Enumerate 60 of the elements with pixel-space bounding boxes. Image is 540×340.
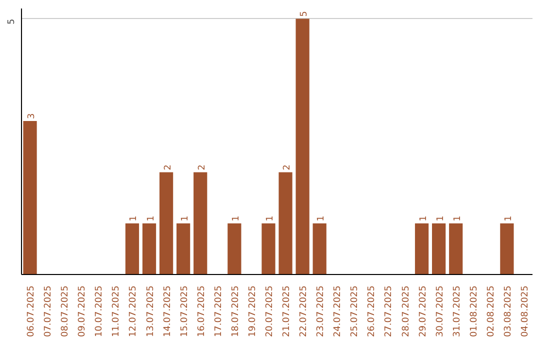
x-tick-label: 31.07.2025 bbox=[452, 286, 462, 338]
x-tick-label: 11.07.2025 bbox=[112, 286, 122, 338]
bar bbox=[500, 223, 514, 274]
x-tick-label: 27.07.2025 bbox=[384, 286, 394, 338]
x-tick-label: 25.07.2025 bbox=[350, 286, 360, 338]
bar bbox=[296, 18, 310, 274]
x-tick-label: 09.07.2025 bbox=[78, 286, 88, 338]
data-label: 2 bbox=[282, 164, 293, 170]
x-tick-label: 13.07.2025 bbox=[146, 286, 156, 338]
x-tick-label: 02.08.2025 bbox=[486, 286, 496, 338]
x-tick-label: 26.07.2025 bbox=[367, 286, 378, 338]
x-tick-label: 10.07.2025 bbox=[94, 286, 105, 338]
x-tick-label: 16.07.2025 bbox=[196, 286, 207, 338]
bar bbox=[312, 223, 326, 274]
data-label: 1 bbox=[265, 216, 276, 222]
bar bbox=[228, 223, 242, 274]
data-label: 1 bbox=[146, 216, 156, 222]
x-tick-label: 06.07.2025 bbox=[26, 286, 37, 338]
x-tick-label: 21.07.2025 bbox=[282, 286, 292, 338]
x-tick-label: 24.07.2025 bbox=[333, 286, 344, 338]
x-tick-label: 14.07.2025 bbox=[162, 286, 173, 338]
data-label: 1 bbox=[418, 216, 429, 222]
bar bbox=[194, 172, 208, 274]
bar bbox=[159, 172, 174, 274]
data-label: 1 bbox=[316, 216, 327, 222]
x-tick-label: 03.08.2025 bbox=[503, 286, 514, 338]
data-label: 3 bbox=[27, 113, 38, 120]
x-tick-label: 19.07.2025 bbox=[248, 286, 258, 338]
bar bbox=[176, 223, 190, 274]
data-label: 1 bbox=[129, 216, 140, 222]
x-tick-label: 12.07.2025 bbox=[128, 286, 139, 338]
bar bbox=[278, 172, 292, 274]
x-tick-label: 22.07.2025 bbox=[299, 286, 310, 338]
data-label: 1 bbox=[180, 216, 190, 222]
bar bbox=[23, 121, 37, 274]
x-tick-label: 20.07.2025 bbox=[264, 286, 275, 338]
x-tick-label: 29.07.2025 bbox=[418, 286, 428, 338]
bar bbox=[125, 223, 140, 274]
data-label: 1 bbox=[436, 216, 446, 222]
x-tick-label: 01.08.2025 bbox=[469, 286, 480, 338]
data-label: 2 bbox=[197, 164, 208, 170]
x-tick-label: 30.07.2025 bbox=[435, 286, 446, 338]
bar bbox=[432, 223, 446, 274]
x-tick-label: 18.07.2025 bbox=[230, 286, 241, 338]
bar bbox=[414, 223, 429, 274]
bar bbox=[449, 223, 463, 274]
x-tick-label: 08.07.2025 bbox=[60, 286, 71, 338]
x-tick-label: 17.07.2025 bbox=[214, 286, 224, 338]
bar bbox=[142, 223, 156, 274]
x-tick-label: 07.07.2025 bbox=[44, 286, 54, 338]
data-label: 2 bbox=[163, 164, 174, 170]
data-label: 1 bbox=[231, 216, 242, 222]
data-label: 1 bbox=[504, 216, 514, 222]
x-tick-label: 23.07.2025 bbox=[316, 286, 326, 338]
x-tick-label: 04.08.2025 bbox=[520, 286, 530, 338]
data-label: 1 bbox=[452, 216, 463, 222]
x-tick-label: 15.07.2025 bbox=[180, 286, 190, 338]
bar bbox=[262, 223, 276, 274]
data-label: 5 bbox=[300, 10, 310, 17]
x-tick-label: 28.07.2025 bbox=[401, 286, 412, 338]
